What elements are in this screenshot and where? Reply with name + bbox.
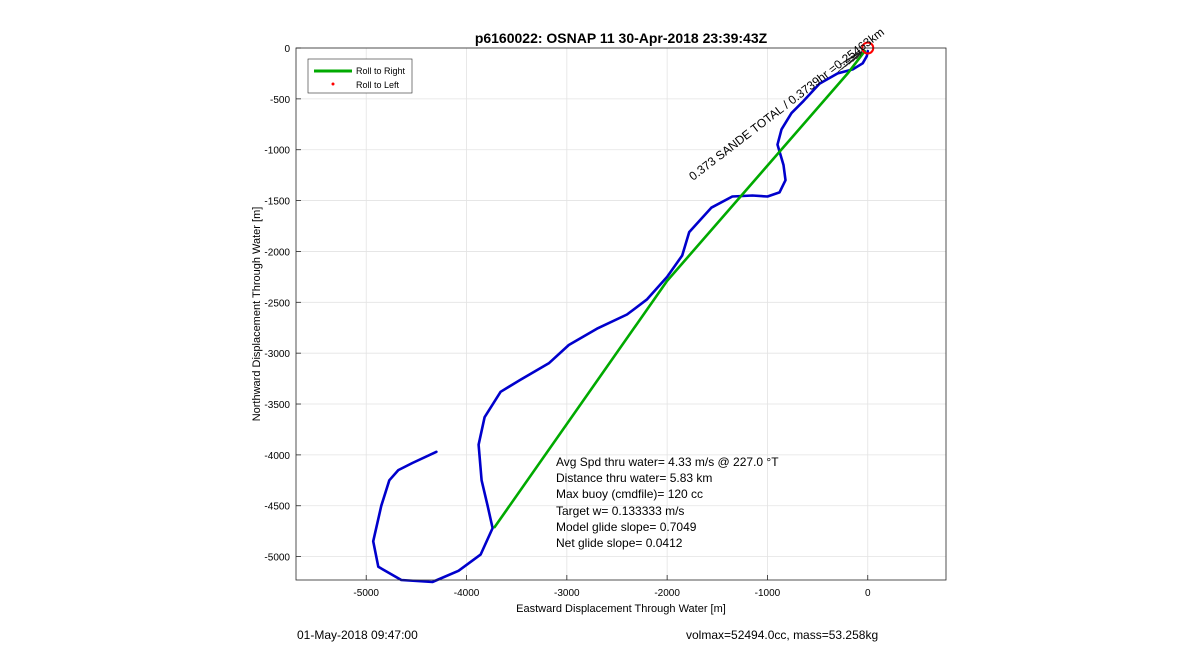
y-axis-label: Northward Displacement Through Water [m] — [251, 207, 263, 422]
annotation-target-w: Target w= 0.133333 m/s — [556, 504, 684, 518]
legend: Roll to Right Roll to Left — [307, 58, 413, 94]
ticks: -5000 -4000 -3000 -2000 -1000 0 0 -500 -1000 -150… — [264, 44, 871, 599]
y-tick-label: -4500 — [264, 502, 290, 513]
annotation-block: Avg Spd thru water= 4.33 m/s @ 227.0 °T … — [556, 455, 779, 550]
legend-label-roll-right: Roll to Right — [356, 66, 406, 76]
x-tick-label: -2000 — [654, 588, 680, 599]
surface-vector — [839, 51, 862, 65]
footer-params: volmax=52494.0cc, mass=53.258kg — [686, 628, 879, 642]
x-tick-label: -4000 — [454, 588, 480, 599]
y-tick-label: -5000 — [264, 553, 290, 564]
y-tick-label: -3500 — [264, 400, 290, 411]
net-track-line — [493, 49, 867, 529]
y-tick-label: -3000 — [264, 349, 290, 360]
legend-swatch-roll-left — [331, 82, 335, 86]
annotation-model-glide: Model glide slope= 0.7049 — [556, 520, 697, 534]
y-tick-label: -1500 — [264, 197, 290, 208]
x-tick-label: -3000 — [554, 588, 580, 599]
y-tick-label: -2000 — [264, 247, 290, 258]
annotation-avg-speed: Avg Spd thru water= 4.33 m/s @ 227.0 °T — [556, 455, 779, 469]
annotation-net-glide: Net glide slope= 0.0412 — [556, 536, 683, 550]
y-tick-label: -2500 — [264, 298, 290, 309]
legend-label-roll-left: Roll to Left — [356, 80, 400, 90]
x-axis-label: Eastward Displacement Through Water [m] — [516, 603, 726, 615]
x-tick-label: -5000 — [353, 588, 379, 599]
grid — [296, 47, 946, 580]
footer-timestamp: 01-May-2018 09:47:00 — [297, 628, 418, 642]
legend-box — [307, 58, 413, 94]
annotation-max-buoy: Max buoy (cmdfile)= 120 cc — [556, 487, 703, 501]
y-tick-label: -1000 — [264, 146, 290, 157]
x-tick-label: 0 — [865, 588, 871, 599]
y-tick-label: -500 — [270, 95, 290, 106]
plot-area — [296, 48, 946, 580]
surface-vector — [837, 51, 863, 73]
y-tick-label: -4000 — [264, 451, 290, 462]
plot-frame — [295, 47, 947, 581]
x-tick-label: -1000 — [755, 588, 781, 599]
chart-title: p6160022: OSNAP 11 30-Apr-2018 23:39:43Z — [475, 30, 768, 46]
y-tick-label: 0 — [284, 44, 290, 55]
annotation-distance: Distance thru water= 5.83 km — [556, 471, 712, 485]
